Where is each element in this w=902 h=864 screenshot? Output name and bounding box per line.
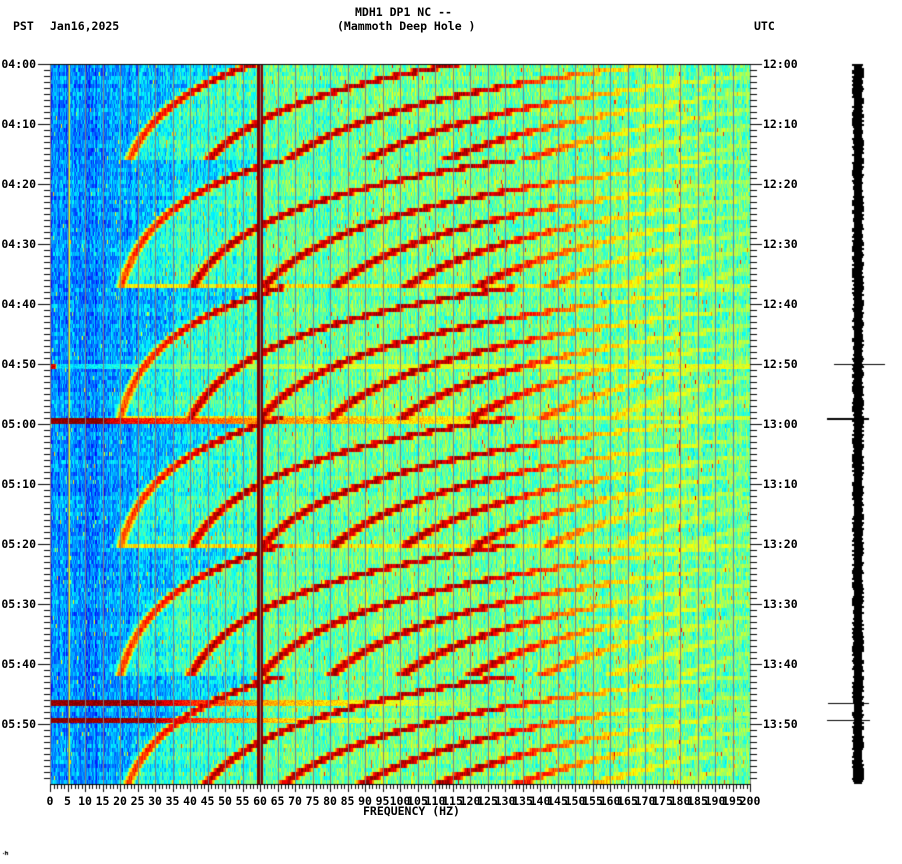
x-tick-label: 35 — [165, 794, 180, 808]
x-tick-label: 155 — [582, 794, 603, 808]
x-tick-label: 25 — [130, 794, 145, 808]
station-subtitle: (Mammoth Deep Hole ) — [337, 19, 476, 33]
y-tick-label-left: 04:40 — [1, 297, 36, 311]
y-axis-right-labels: 12:00 12:10 12:20 12:30 12:40 12:50 13:00 13:10… — [763, 0, 823, 864]
y-tick-label-left: 05:50 — [1, 717, 36, 731]
x-tick-label: 65 — [270, 794, 285, 808]
x-tick-label: 175 — [652, 794, 673, 808]
y-tick-label-right: 12:30 — [763, 237, 798, 251]
x-tick-label: 100 — [389, 794, 411, 808]
x-tick-label: 125 — [477, 794, 498, 808]
x-tick-label: 150 — [564, 794, 586, 808]
y-tick-label-right: 12:40 — [763, 297, 798, 311]
y-tick-label-left: 05:30 — [1, 597, 36, 611]
seismogram-trace — [810, 54, 900, 794]
x-tick-label: 165 — [617, 794, 638, 808]
y-tick-label-left: 04:50 — [1, 357, 36, 371]
y-tick-label-right: 12:00 — [763, 57, 798, 71]
x-tick-label: 170 — [634, 794, 656, 808]
y-tick-label-right: 12:20 — [763, 177, 798, 191]
x-tick-label: 90 — [358, 794, 372, 808]
y-tick-label-left: 05:10 — [1, 477, 36, 491]
x-tick-label: 160 — [599, 794, 621, 808]
y-tick-label-left: 04:30 — [1, 237, 36, 251]
y-tick-label-left: 05:20 — [1, 537, 36, 551]
x-tick-label: 55 — [235, 794, 250, 808]
y-tick-label-right: 13:00 — [763, 417, 798, 431]
x-tick-label: 95 — [375, 794, 390, 808]
x-tick-label: 190 — [704, 794, 726, 808]
x-tick-label: 115 — [442, 794, 463, 808]
y-tick-label-right: 13:50 — [763, 717, 798, 731]
x-tick-label: 135 — [512, 794, 533, 808]
x-tick-label: 45 — [200, 794, 215, 808]
x-tick-label: 0 — [46, 794, 54, 808]
x-tick-label: 130 — [494, 794, 516, 808]
x-tick-label: 50 — [218, 794, 232, 808]
y-tick-label-right: 13:10 — [763, 477, 798, 491]
station-title: MDH1 DP1 NC -- — [355, 5, 452, 19]
x-tick-label: 75 — [305, 794, 320, 808]
x-tick-label: 80 — [323, 794, 337, 808]
y-tick-label-left: 04:10 — [1, 117, 36, 131]
x-tick-label: 15 — [95, 794, 110, 808]
x-axis-tick-labels: 0 5 10 15 20 25 30 35 40 45 50 55 60 65 70 75 80 85 90 95 10… — [0, 795, 902, 807]
x-tick-label: 140 — [529, 794, 551, 808]
x-tick-label: 70 — [288, 794, 302, 808]
x-tick-label: 5 — [64, 794, 71, 808]
y-tick-label-left: 05:00 — [1, 417, 36, 431]
x-tick-label: 60 — [253, 794, 267, 808]
x-tick-label: 145 — [547, 794, 568, 808]
x-tick-label: 110 — [424, 794, 446, 808]
x-axis-label: FREQUENCY (HZ) — [363, 804, 460, 818]
y-tick-label-right: 13:40 — [763, 657, 798, 671]
y-axis-left-labels: 04:00 04:10 04:20 04:30 04:40 04:50 05:00 05:10… — [0, 0, 36, 864]
x-tick-label: 105 — [407, 794, 428, 808]
y-tick-label-left: 04:00 — [1, 57, 36, 71]
y-tick-label-left: 05:40 — [1, 657, 36, 671]
right-timezone-label: UTC — [754, 19, 775, 33]
x-tick-label: 40 — [183, 794, 197, 808]
x-tick-label: 30 — [148, 794, 162, 808]
y-tick-label-right: 12:10 — [763, 117, 798, 131]
y-tick-label-right: 12:50 — [763, 357, 798, 371]
x-tick-label: 180 — [669, 794, 691, 808]
x-tick-label: 185 — [687, 794, 708, 808]
x-tick-label: 195 — [722, 794, 743, 808]
y-tick-label-right: 13:20 — [763, 537, 798, 551]
x-tick-label: 85 — [340, 794, 355, 808]
left-timezone-label: PST — [13, 19, 34, 33]
x-tick-label: 120 — [459, 794, 481, 808]
y-tick-label-right: 13:30 — [763, 597, 798, 611]
x-tick-label: 10 — [78, 794, 92, 808]
x-tick-label: 200 — [739, 794, 761, 808]
date-label: Jan16,2025 — [50, 19, 120, 33]
x-tick-label: 20 — [113, 794, 127, 808]
y-tick-label-left: 04:20 — [1, 177, 36, 191]
